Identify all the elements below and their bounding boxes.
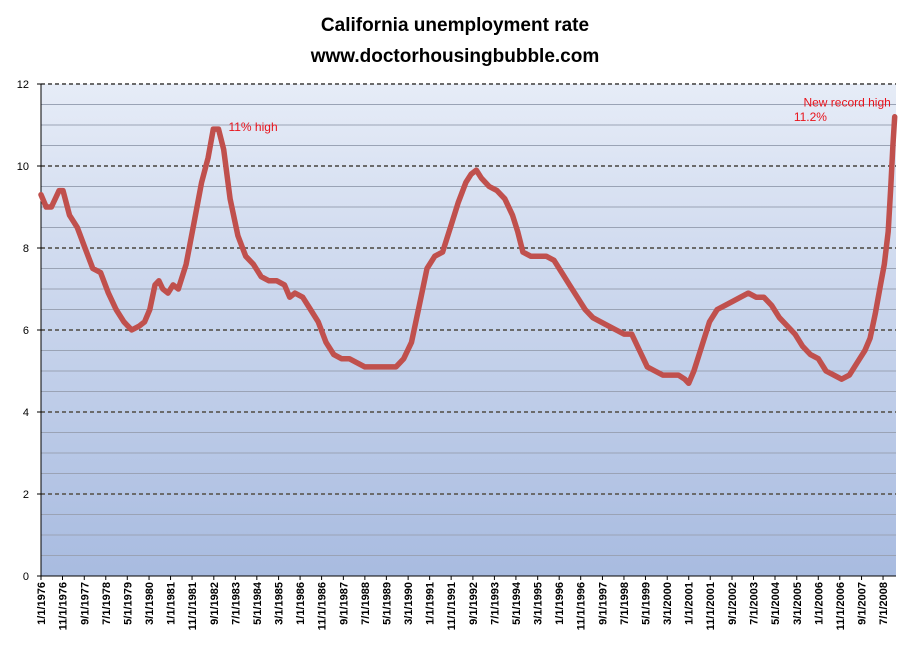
x-tick-label: 1/1/1986 bbox=[295, 582, 307, 625]
x-tick-label: 3/1/1980 bbox=[144, 582, 156, 625]
chart-subtitle: www.doctorhousingbubble.com bbox=[310, 46, 600, 67]
x-tick-label: 5/1/1984 bbox=[252, 581, 264, 625]
x-tick-label: 11/1/1976 bbox=[58, 582, 70, 630]
x-tick-label: 1/1/1996 bbox=[554, 582, 566, 625]
minor-grid bbox=[41, 104, 896, 556]
annotation-new-record-high: New record high bbox=[803, 96, 890, 110]
x-tick-label: 3/1/2000 bbox=[662, 582, 674, 625]
x-tick-label: 3/1/1990 bbox=[403, 582, 415, 625]
x-tick-label: 11/1/1991 bbox=[446, 582, 458, 630]
y-tick-label: 8 bbox=[23, 243, 29, 255]
major-grid bbox=[41, 83, 896, 495]
x-tick-label: 9/1/1977 bbox=[79, 582, 91, 625]
x-tick-label: 9/1/1992 bbox=[468, 582, 480, 625]
x-tick-label: 7/1/1983 bbox=[230, 582, 242, 625]
x-axis-ticks: 1/1/1976 11/1/1976 9/1/1977 7/1/1978 5/1/197… bbox=[36, 576, 890, 630]
x-tick-label: 1/1/2006 bbox=[813, 582, 825, 625]
annotations: 11% high New record high 11.2% bbox=[228, 96, 890, 135]
y-tick-label: 4 bbox=[23, 407, 29, 419]
series-line-unemployment bbox=[38, 114, 898, 387]
x-tick-label: 7/1/1988 bbox=[360, 582, 372, 625]
x-tick-label: 5/1/1989 bbox=[381, 582, 393, 625]
x-tick-label: 11/1/2006 bbox=[835, 582, 847, 630]
y-axis-ticks: 0 2 4 6 8 10 12 bbox=[17, 79, 41, 583]
x-tick-label: 11/1/1981 bbox=[187, 582, 199, 630]
x-tick-label: 7/1/2008 bbox=[878, 582, 890, 625]
x-tick-label: 5/1/1999 bbox=[640, 582, 652, 625]
y-tick-label: 12 bbox=[17, 79, 29, 91]
x-tick-label: 7/1/1998 bbox=[619, 582, 631, 625]
x-tick-label: 1/1/2001 bbox=[684, 582, 696, 625]
x-tick-label: 1/1/1981 bbox=[166, 582, 178, 625]
x-tick-label: 7/1/1978 bbox=[101, 582, 113, 625]
x-tick-label: 3/1/2005 bbox=[792, 582, 804, 625]
x-tick-label: 5/1/1979 bbox=[122, 582, 134, 625]
x-tick-label: 5/1/1994 bbox=[511, 581, 523, 625]
annotation-11-2-pct: 11.2% bbox=[794, 110, 827, 124]
y-tick-label: 2 bbox=[23, 489, 29, 501]
x-tick-label: 1/1/1976 bbox=[36, 582, 48, 625]
x-tick-label: 9/1/1997 bbox=[597, 582, 609, 625]
chart-title: California unemployment rate bbox=[321, 15, 589, 36]
x-tick-label: 1/1/1991 bbox=[425, 582, 437, 625]
x-tick-label: 9/1/2007 bbox=[857, 582, 869, 625]
x-tick-label: 5/1/2004 bbox=[770, 581, 782, 625]
x-tick-label: 3/1/1985 bbox=[274, 582, 286, 625]
x-tick-label: 9/1/1982 bbox=[209, 582, 221, 625]
annotation-11pct-high: 11% high bbox=[228, 120, 277, 134]
x-tick-label: 7/1/1993 bbox=[489, 582, 501, 625]
x-tick-label: 11/1/1996 bbox=[576, 582, 588, 630]
x-tick-label: 9/1/2002 bbox=[727, 582, 739, 625]
x-tick-label: 7/1/2003 bbox=[749, 582, 761, 625]
y-tick-label: 10 bbox=[17, 161, 29, 173]
x-tick-label: 9/1/1987 bbox=[338, 582, 350, 625]
y-tick-label: 6 bbox=[23, 325, 29, 337]
y-tick-label: 0 bbox=[23, 571, 29, 583]
x-tick-label: 11/1/2001 bbox=[705, 582, 717, 630]
x-tick-label: 3/1/1995 bbox=[533, 582, 545, 625]
x-tick-label: 11/1/1986 bbox=[317, 582, 329, 630]
